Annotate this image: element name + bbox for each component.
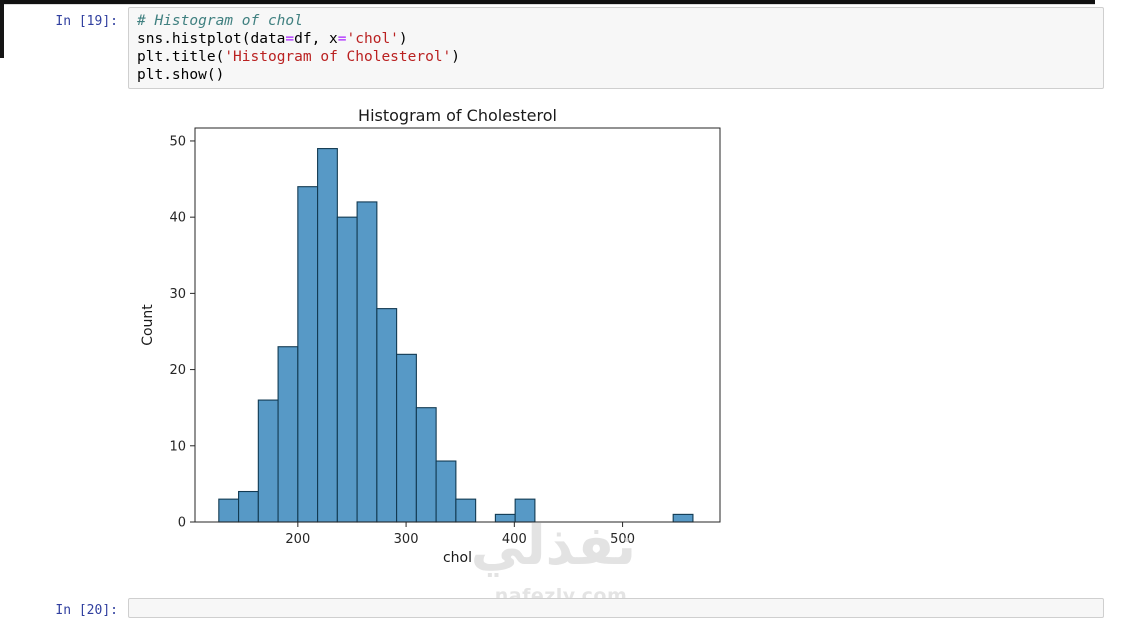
code-token-op: = [337,31,347,47]
y-tick-label: 50 [169,134,186,149]
y-tick-label: 0 [178,516,186,531]
code-token-plain: plt.title( [137,49,225,65]
code-token-plain: ) [451,49,461,65]
x-tick-label: 400 [502,532,527,547]
histogram-bar [376,308,398,523]
code-token-str: 'chol' [346,31,399,47]
histogram-bar [238,490,259,523]
histogram-bar [297,186,319,523]
window-top-edge-shadow [0,4,1095,5]
code-token-plain: sns.histplot(data [137,31,286,47]
histogram-bar [672,513,694,523]
histogram-bar [257,399,279,523]
code-line: sns.histplot(data=df, x='chol') [137,30,1095,48]
histogram-bar [514,498,536,523]
code-token-plain: ) [398,31,408,47]
next-cell-code-editor[interactable] [128,598,1104,618]
y-tick-label: 30 [169,287,186,302]
code-line: # Histogram of chol [137,12,1095,30]
histogram-bar [396,353,417,523]
code-token-op: = [285,31,295,47]
next-cell-prompt: In [20]: [55,603,118,618]
histogram-bar [455,498,477,523]
y-tick-label: 40 [169,211,186,226]
histogram-bar [336,216,358,523]
histogram-svg: 200 300 400 500 0 10 20 30 40 50 Histogram of Chol… [140,106,721,566]
window-left-edge [0,0,4,58]
x-tick-label: 300 [394,532,419,547]
code-line: plt.title('Histogram of Cholesterol') [137,48,1095,66]
y-axis-label: Count [140,304,156,346]
axes-frame [194,127,721,523]
histogram-figure: 200 300 400 500 0 10 20 30 40 50 Histogram of Chol… [130,100,730,580]
histogram-bar [415,407,437,523]
cell-prompt: In [19]: [55,14,118,29]
histogram-bar [218,498,240,523]
code-token-str: 'Histogram of Cholesterol' [224,49,452,65]
histogram-bar [277,346,299,523]
histogram-bar [435,460,457,523]
chart-title: Histogram of Cholesterol [358,106,557,125]
x-tick-label: 500 [610,532,635,547]
window-top-edge [0,0,1095,4]
x-tick-label: 200 [285,532,310,547]
code-line: plt.show() [137,66,1095,84]
histogram-bar [494,513,516,523]
histogram-bar [317,148,338,523]
code-token-plain: df, x [294,31,338,47]
x-axis-label: chol [443,550,472,566]
histogram-bar [356,201,378,523]
code-token-plain: plt.show() [137,67,225,83]
y-tick-label: 20 [169,363,186,378]
code-editor[interactable]: # Histogram of chol sns.histplot(data=df,… [128,7,1104,89]
y-tick-label: 10 [169,439,186,454]
code-token-comment: # Histogram of chol [137,13,303,29]
